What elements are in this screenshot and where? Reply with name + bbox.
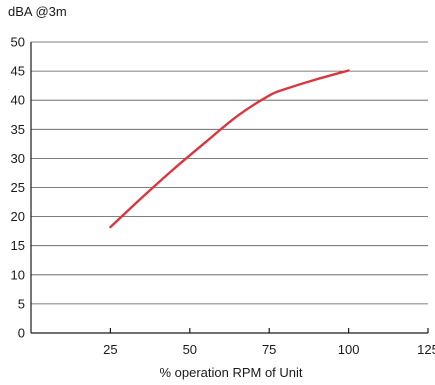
- y-tick-label: 40: [11, 93, 25, 108]
- x-tick-label: 25: [103, 342, 117, 357]
- y-tick-label: 25: [11, 180, 25, 195]
- x-tick-label: 100: [338, 342, 360, 357]
- y-tick-label: 30: [11, 151, 25, 166]
- series-line-0: [109, 69, 350, 229]
- x-axis-label: % operation RPM of Unit: [159, 365, 302, 380]
- y-tick-label: 10: [11, 267, 25, 282]
- y-tick-label: 45: [11, 64, 25, 79]
- x-tick-labels: 25 50 75 100 125: [103, 328, 435, 357]
- x-tick-label: 50: [183, 342, 197, 357]
- y-tick-label: 50: [11, 35, 25, 50]
- x-tick-label: 75: [262, 342, 276, 357]
- y-tick-label: 0: [18, 326, 25, 341]
- x-tick-label: 125: [417, 342, 435, 357]
- y-axis-label: dBA @3m: [8, 4, 67, 19]
- series-layer: [109, 69, 350, 229]
- y-tick-label: 35: [11, 122, 25, 137]
- y-tick-label: 15: [11, 238, 25, 253]
- y-tick-labels: 0 5 10 15 20 25 30 35 40 45 50: [11, 35, 25, 341]
- y-tick-label: 5: [18, 296, 25, 311]
- y-tick-label: 20: [11, 209, 25, 224]
- gridlines: [31, 41, 428, 305]
